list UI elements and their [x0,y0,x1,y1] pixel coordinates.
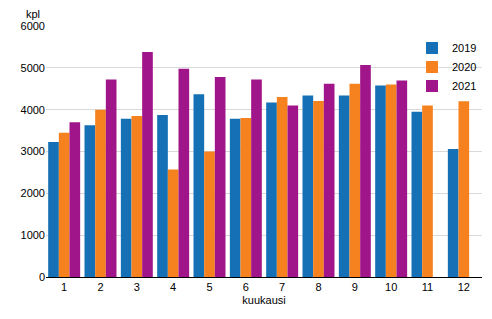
svg-text:kuukausi: kuukausi [242,294,285,306]
svg-text:5000: 5000 [21,62,45,74]
svg-text:9: 9 [352,281,358,293]
svg-text:1: 1 [61,281,67,293]
svg-text:2000: 2000 [21,187,45,199]
svg-text:7: 7 [279,281,285,293]
svg-text:4000: 4000 [21,104,45,116]
svg-text:11: 11 [422,281,433,293]
svg-text:6: 6 [243,281,249,293]
svg-text:10: 10 [385,281,397,293]
svg-text:3000: 3000 [21,145,45,157]
svg-text:6000: 6000 [21,20,45,32]
svg-text:0: 0 [39,271,45,283]
svg-text:kpl: kpl [26,8,40,20]
svg-text:8: 8 [315,281,321,293]
svg-text:4: 4 [170,281,176,293]
svg-text:2020: 2020 [452,61,476,73]
svg-text:2: 2 [97,281,103,293]
svg-text:3: 3 [134,281,140,293]
svg-text:12: 12 [458,281,470,293]
svg-text:2021: 2021 [452,80,476,92]
svg-text:5: 5 [206,281,212,293]
svg-text:1000: 1000 [21,229,45,241]
svg-text:2019: 2019 [452,42,476,54]
